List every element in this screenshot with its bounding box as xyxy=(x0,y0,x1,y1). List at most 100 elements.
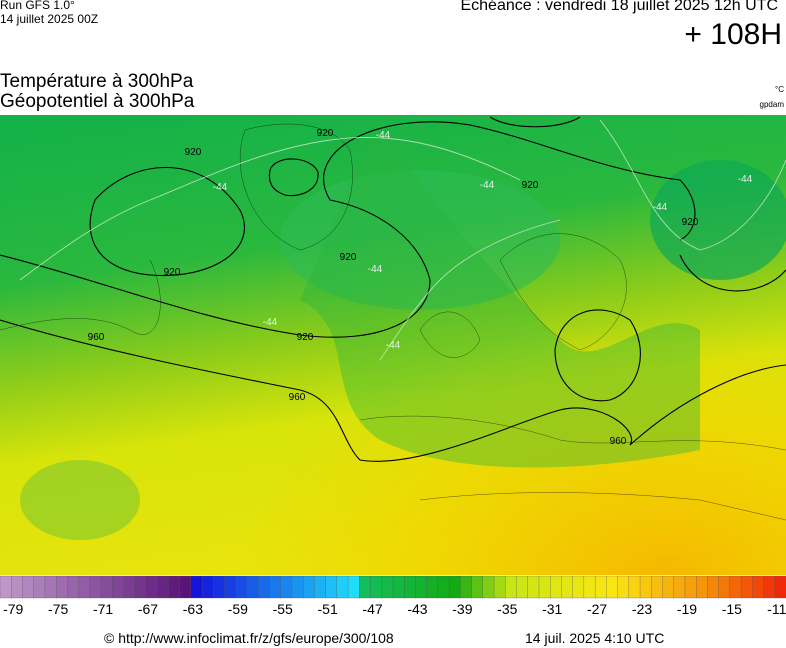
colorbar-swatch xyxy=(763,575,776,599)
colorbar-swatch xyxy=(33,575,46,599)
colorbar-swatch xyxy=(482,575,495,599)
colorbar-swatch xyxy=(291,575,304,599)
colorbar-label: -23 xyxy=(632,601,652,617)
footer-generated: 14 juil. 2025 4:10 UTC xyxy=(525,630,665,646)
temperature-label: -44 xyxy=(368,264,383,275)
title-temp: Température à 300hPa xyxy=(0,71,194,92)
colorbar-swatch xyxy=(516,575,529,599)
colorbar-swatch xyxy=(729,575,742,599)
run-date: 14 juillet 2025 00Z xyxy=(0,12,99,26)
colorbar-swatch xyxy=(190,575,203,599)
temperature-label: -44 xyxy=(653,202,668,213)
colorbar-swatch xyxy=(471,575,484,599)
colorbar-swatch xyxy=(460,575,473,599)
colorbar-label: -75 xyxy=(48,601,68,617)
colorbar-swatch xyxy=(269,575,282,599)
colorbar-label: -11 xyxy=(767,601,786,617)
colorbar-label: -67 xyxy=(138,601,158,617)
colorbar-swatch xyxy=(201,575,214,599)
geopotential-label: 920 xyxy=(682,217,699,228)
colorbar-swatch xyxy=(662,575,675,599)
colorbar-swatch xyxy=(594,575,607,599)
colorbar-label: -63 xyxy=(183,601,203,617)
unit-geo: gpdam xyxy=(759,100,784,109)
colorbar-swatch xyxy=(55,575,68,599)
colorbar-swatch xyxy=(359,575,371,599)
colorbar-swatch xyxy=(628,575,641,599)
colorbar-swatch xyxy=(707,575,720,599)
colorbar-label: -19 xyxy=(677,601,697,617)
colorbar-label: -59 xyxy=(228,601,248,617)
colorbar-swatch xyxy=(550,575,562,599)
colorbar-swatch xyxy=(561,575,574,599)
temperature-label: -44 xyxy=(263,317,278,328)
temperature-label: -44 xyxy=(213,182,228,193)
colorbar: -79 -75 -71 -67 -63 -59 -55 -51 -47 -43 -39 -35 -31 -… xyxy=(0,575,786,617)
colorbar-swatch xyxy=(11,575,23,599)
colorbar-label: -51 xyxy=(318,601,338,617)
colorbar-swatch xyxy=(606,575,619,599)
colorbar-swatch xyxy=(740,575,753,599)
colorbar-swatch xyxy=(617,575,630,599)
colorbar-label: -39 xyxy=(452,601,472,617)
colorbar-swatch xyxy=(235,575,248,599)
colorbar-swatch xyxy=(752,575,764,599)
colorbar-label: -43 xyxy=(407,601,427,617)
colorbar-label: -71 xyxy=(93,601,113,617)
colorbar-swatch xyxy=(157,575,169,599)
colorbar-swatch xyxy=(325,575,338,599)
colorbar-swatch xyxy=(168,575,181,599)
colorbar-swatch xyxy=(224,575,237,599)
colorbar-swatch xyxy=(303,575,315,599)
valid-time: Echéance : vendredi 18 juillet 2025 12h … xyxy=(460,0,778,14)
geopotential-label: 960 xyxy=(610,436,627,447)
colorbar-label: -27 xyxy=(587,601,607,617)
lead-time: + 108H xyxy=(684,18,782,51)
geopotential-label: 920 xyxy=(185,147,202,158)
colorbar-label: -47 xyxy=(362,601,382,617)
colorbar-swatch xyxy=(67,575,80,599)
map-area xyxy=(0,115,786,575)
temperature-label: -44 xyxy=(738,174,753,185)
colorbar-swatch xyxy=(112,575,124,599)
colorbar-swatch xyxy=(123,575,136,599)
geopotential-label: 920 xyxy=(297,332,314,343)
colorbar-swatch xyxy=(415,575,428,599)
colorbar-swatch xyxy=(404,575,416,599)
colorbar-label: -15 xyxy=(722,601,742,617)
geopotential-label: 920 xyxy=(522,180,539,191)
colorbar-swatch xyxy=(134,575,147,599)
colorbar-swatch xyxy=(370,575,383,599)
colorbar-swatch xyxy=(179,575,192,599)
geopotential-label: 920 xyxy=(164,267,181,278)
colorbar-swatch xyxy=(22,575,35,599)
colorbar-swatch xyxy=(572,575,585,599)
colorbar-swatch xyxy=(493,575,506,599)
colorbar-swatch xyxy=(651,575,663,599)
colorbar-swatch xyxy=(673,575,686,599)
colorbar-swatch xyxy=(213,575,226,599)
geopotential-label: 960 xyxy=(289,392,306,403)
run: Run GFS 1.0° xyxy=(0,0,75,12)
colorbar-swatch xyxy=(527,575,540,599)
geopotential-label: 920 xyxy=(340,252,357,263)
colorbar-swatch xyxy=(437,575,450,599)
colorbar-swatch xyxy=(145,575,158,599)
colorbar-swatch xyxy=(89,575,102,599)
colorbar-swatch xyxy=(696,575,708,599)
colorbar-label: -79 xyxy=(3,601,23,617)
unit-temp: °C xyxy=(775,85,784,94)
colorbar-swatch xyxy=(639,575,652,599)
colorbar-swatch xyxy=(538,575,551,599)
footer-source: © http://www.infoclimat.fr/z/gfs/europe/… xyxy=(104,630,394,646)
colorbar-swatch xyxy=(336,575,349,599)
colorbar-swatch xyxy=(280,575,293,599)
colorbar-label: -55 xyxy=(273,601,293,617)
colorbar-swatch xyxy=(44,575,57,599)
temperature-label: -44 xyxy=(386,340,401,351)
temperature-label: -44 xyxy=(480,180,495,191)
colorbar-swatch xyxy=(583,575,596,599)
temperature-label: -44 xyxy=(376,130,391,141)
